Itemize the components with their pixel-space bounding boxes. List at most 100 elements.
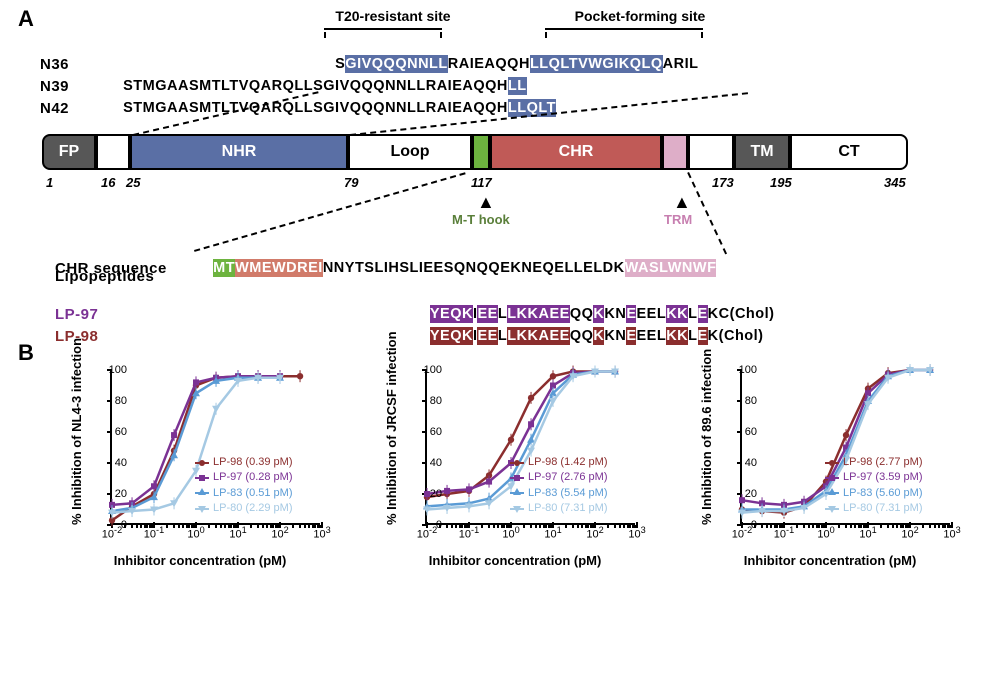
xtick-label: 103	[628, 525, 645, 541]
arrow-trm-lbl: TRM	[664, 212, 692, 227]
arrow-mt-lbl: M-T hook	[452, 212, 510, 227]
x-axis-label: Inhibitor concentration (pM)	[429, 553, 602, 568]
legend-text: LP-83 (5.60 pM)	[843, 486, 922, 501]
pos-79: 79	[344, 175, 358, 190]
xtick-label: 102	[271, 525, 288, 541]
xtick-label: 102	[586, 525, 603, 541]
ytick-label: 40	[102, 457, 127, 469]
legend-item: LP-97 (0.28 pM)	[195, 470, 292, 485]
ytick-label: 40	[417, 457, 442, 469]
legend-item: LP-97 (2.76 pM)	[510, 470, 607, 485]
legend-text: LP-80 (7.31 pM)	[843, 501, 922, 516]
xtick-label: 102	[901, 525, 918, 541]
legend-text: LP-98 (1.42 pM)	[528, 455, 607, 470]
bracket-t20	[324, 28, 442, 30]
legend-text: LP-97 (0.28 pM)	[213, 470, 292, 485]
ytick-label: 80	[102, 395, 127, 407]
legend-item: LP-83 (5.54 pM)	[510, 486, 607, 501]
dom-chr: CHR	[490, 134, 662, 170]
ytick-label: 40	[732, 457, 757, 469]
lipo-label: Lipopeptides	[55, 268, 195, 285]
dom-tm: TM	[734, 134, 790, 170]
arrow-mt: ▲	[477, 192, 495, 213]
x-axis-label: Inhibitor concentration (pM)	[114, 553, 287, 568]
ytick-label: 100	[732, 364, 757, 376]
legend-item: LP-98 (1.42 pM)	[510, 455, 607, 470]
xtick-label: 100	[187, 525, 204, 541]
ytick-label: 100	[102, 364, 127, 376]
legend-item: LP-98 (0.39 pM)	[195, 455, 292, 470]
domain-bar: FP NHR Loop CHR TM CT	[42, 134, 908, 170]
chart-JRCSF: % Inhibition of JRCSF infectionInhibitor…	[370, 360, 660, 570]
legend-item: LP-80 (7.31 pM)	[510, 501, 607, 516]
ytick-label: 0	[102, 519, 127, 531]
bracket-pocket	[545, 28, 703, 30]
dom-mt	[472, 134, 490, 170]
legend-text: LP-80 (7.31 pM)	[528, 501, 607, 516]
xtick-label: 10-1	[144, 525, 164, 541]
xtick-label: 103	[943, 525, 960, 541]
legend-text: LP-80 (2.29 pM)	[213, 501, 292, 516]
xtick-label: 10-1	[459, 525, 479, 541]
x-axis-label: Inhibitor concentration (pM)	[744, 553, 917, 568]
legend: LP-98 (1.42 pM)LP-97 (2.76 pM)LP-83 (5.5…	[510, 455, 607, 517]
legend: LP-98 (2.77 pM)LP-97 (3.59 pM)LP-83 (5.6…	[825, 455, 922, 517]
pos-173: 173	[712, 175, 734, 190]
xtick-label: 103	[313, 525, 330, 541]
chr-seq: MTWMEWDREINNYTSLIHSLIEESQNQQEKNEQELLELDK…	[195, 244, 716, 292]
legend-item: LP-83 (0.51 pM)	[195, 486, 292, 501]
legend-item: LP-83 (5.60 pM)	[825, 486, 922, 501]
dash-chr-left	[194, 172, 466, 252]
pos-1: 1	[46, 175, 53, 190]
dom-loop: Loop	[348, 134, 472, 170]
legend-item: LP-98 (2.77 pM)	[825, 455, 922, 470]
panel-a-label: A	[18, 6, 34, 32]
xtick-label: 101	[859, 525, 876, 541]
ytick-label: 20	[732, 488, 757, 500]
ytick-label: 20	[417, 488, 442, 500]
legend-item: LP-97 (3.59 pM)	[825, 470, 922, 485]
ytick-label: 60	[417, 426, 442, 438]
xtick-label: 101	[544, 525, 561, 541]
dom-nhr: NHR	[130, 134, 348, 170]
annot-pocket: Pocket-forming site	[555, 8, 725, 24]
dom-fp: FP	[42, 134, 96, 170]
dom-trm	[662, 134, 688, 170]
ytick-label: 60	[102, 426, 127, 438]
legend-text: LP-97 (2.76 pM)	[528, 470, 607, 485]
dom-gap2	[688, 134, 734, 170]
panel-b-label: B	[18, 340, 34, 366]
ytick-label: 80	[732, 395, 757, 407]
xtick-label: 100	[502, 525, 519, 541]
pos-25: 25	[126, 175, 140, 190]
ytick-label: 0	[417, 519, 442, 531]
ytick-label: 100	[417, 364, 442, 376]
legend-item: LP-80 (7.31 pM)	[825, 501, 922, 516]
pos-16: 16	[101, 175, 115, 190]
n42-label: N42	[40, 100, 105, 117]
ytick-label: 20	[102, 488, 127, 500]
xtick-label: 101	[229, 525, 246, 541]
legend-text: LP-83 (0.51 pM)	[213, 486, 292, 501]
ytick-label: 60	[732, 426, 757, 438]
legend-text: LP-83 (5.54 pM)	[528, 486, 607, 501]
arrow-trm: ▲	[673, 192, 691, 213]
legend-text: LP-97 (3.59 pM)	[843, 470, 922, 485]
annot-t20: T20-resistant site	[318, 8, 468, 24]
y-axis-label: % Inhibition of NL4-3 infection	[69, 338, 84, 525]
xtick-label: 100	[817, 525, 834, 541]
dom-gap1	[96, 134, 130, 170]
y-axis-label: % Inhibition of JRCSF infection	[384, 331, 399, 525]
pos-117: 117	[471, 175, 492, 190]
legend-text: LP-98 (2.77 pM)	[843, 455, 922, 470]
y-axis-label: % Inhibition of 89.6 infection	[699, 349, 714, 525]
ytick-label: 0	[732, 519, 757, 531]
pos-195: 195	[770, 175, 792, 190]
legend-item: LP-80 (2.29 pM)	[195, 501, 292, 516]
chart-89.6: % Inhibition of 89.6 infectionInhibitor …	[685, 360, 975, 570]
pos-345: 345	[884, 175, 906, 190]
legend-text: LP-98 (0.39 pM)	[213, 455, 292, 470]
legend: LP-98 (0.39 pM)LP-97 (0.28 pM)LP-83 (0.5…	[195, 455, 292, 517]
dom-ct: CT	[790, 134, 908, 170]
chart-NL4-3: % Inhibition of NL4-3 infectionInhibitor…	[55, 360, 345, 570]
